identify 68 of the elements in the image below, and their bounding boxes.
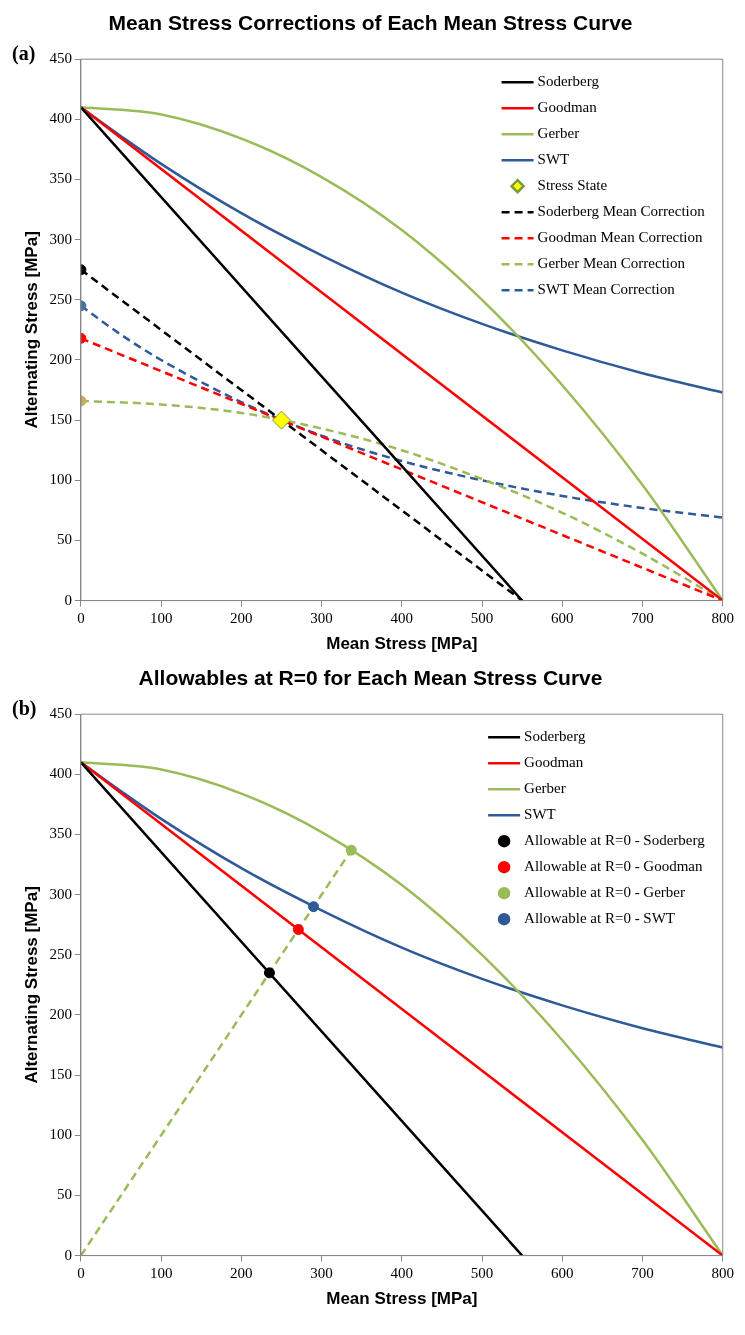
- y-tick-label: 350: [49, 170, 72, 187]
- x-axis-title: Mean Stress [MPa]: [326, 634, 478, 654]
- x-tick-label: 200: [230, 1264, 253, 1281]
- legend-label: Goodman: [537, 99, 598, 116]
- legend-label: Gerber: [537, 125, 580, 142]
- x-tick-label: 400: [390, 609, 414, 626]
- x-tick-label: 300: [310, 1264, 333, 1281]
- point: [271, 410, 291, 430]
- point: [345, 844, 357, 856]
- y-tick-label: 400: [49, 110, 72, 127]
- x-tick-label: 700: [631, 609, 654, 626]
- point: [263, 967, 275, 979]
- y-tick-label: 0: [64, 591, 72, 608]
- chart-title: Mean Stress Corrections of Each Mean Stress Curve: [108, 11, 633, 35]
- y-tick-label: 100: [49, 471, 72, 488]
- legend-label: Soderberg: [524, 728, 586, 745]
- y-tick-label: 400: [49, 765, 72, 782]
- y-tick-label: 50: [56, 531, 72, 548]
- x-tick-label: 300: [310, 609, 333, 626]
- y-tick-label: 350: [49, 825, 72, 842]
- text: (b): [12, 697, 37, 721]
- legend-label: Goodman: [524, 754, 584, 771]
- x-tick-label: 500: [470, 609, 494, 626]
- legend-label: Allowable at R=0 - SWT: [524, 910, 676, 927]
- legend-label: Gerber: [524, 780, 566, 797]
- legend-label: SWT: [537, 151, 570, 168]
- x-tick-label: 200: [230, 609, 253, 626]
- text: (a): [12, 42, 36, 66]
- legend-label: SWT Mean Correction: [537, 281, 676, 298]
- x-tick-label: 100: [149, 1264, 173, 1281]
- x-tick-label: 800: [711, 609, 734, 626]
- y-axis-title: Alternating Stress [MPa]: [21, 886, 41, 1084]
- y-tick-label: 150: [49, 411, 72, 428]
- legend-label: Gerber Mean Correction: [537, 255, 686, 272]
- legend-label: Soderberg: [537, 73, 600, 90]
- x-tick-label: 100: [149, 609, 173, 626]
- x-tick-label: 0: [77, 609, 85, 626]
- chart-title: Allowables at R=0 for Each Mean Stress Curve: [138, 666, 603, 690]
- legend-label: Allowable at R=0 - Gerber: [524, 884, 686, 901]
- legend-label: Soderberg Mean Correction: [537, 203, 706, 220]
- y-tick-label: 300: [49, 230, 72, 247]
- legend-label: Stress State: [537, 177, 608, 194]
- y-tick-label: 100: [49, 1126, 72, 1143]
- x-tick-label: 600: [551, 1264, 574, 1281]
- legend-label: SWT: [524, 806, 556, 823]
- x-tick-label: 800: [711, 1264, 734, 1281]
- x-tick-label: 600: [551, 609, 574, 626]
- x-tick-label: 0: [77, 1264, 85, 1281]
- x-tick-label: 400: [390, 1264, 414, 1281]
- y-tick-label: 450: [49, 50, 72, 67]
- y-tick-label: 300: [49, 885, 72, 902]
- y-tick-label: 150: [49, 1066, 72, 1083]
- legend-label: Allowable at R=0 - Goodman: [524, 858, 704, 875]
- legend-label: Allowable at R=0 - Soderberg: [524, 832, 706, 849]
- x-tick-label: 500: [470, 1264, 494, 1281]
- y-tick-label: 200: [49, 1005, 72, 1022]
- legend-label: Goodman Mean Correction: [537, 229, 704, 246]
- y-tick-label: 250: [49, 945, 72, 962]
- y-tick-label: 200: [49, 350, 72, 367]
- x-tick-label: 700: [631, 1264, 654, 1281]
- y-axis-title: Alternating Stress [MPa]: [21, 231, 41, 429]
- y-tick-label: 450: [49, 705, 72, 722]
- point: [292, 924, 304, 936]
- y-tick-label: 50: [56, 1186, 72, 1203]
- y-tick-label: 250: [49, 290, 72, 307]
- y-tick-label: 0: [64, 1246, 72, 1263]
- point: [308, 901, 320, 913]
- x-axis-title: Mean Stress [MPa]: [326, 1289, 478, 1309]
